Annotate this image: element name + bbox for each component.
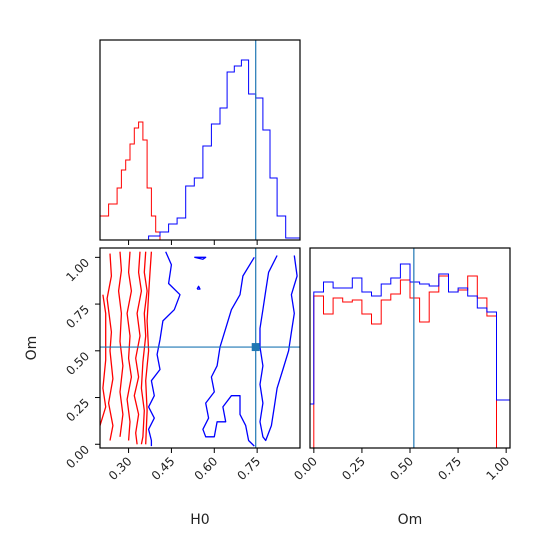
om-hist-series-b [309,263,511,448]
joint-contour-series-a [106,253,114,441]
joint-x-tick-label: 0.75 [234,454,263,483]
joint-x-tick-label: 0.45 [149,454,178,483]
om-x-tick-label: 0.25 [339,454,368,483]
joint-y-axis-label: Om [24,336,40,361]
joint-contour-series-b [259,255,298,442]
joint-x-tick-label: 0.60 [192,454,221,483]
joint-truth-marker [251,343,260,352]
om-x-tick-label: 0.75 [435,454,464,483]
h0-histogram-frame [99,39,301,241]
om-hist-series-a [310,275,510,449]
joint-y-tick-label: 0.75 [63,302,92,331]
joint-contour-series-b [147,251,181,447]
joint-contour-series-a [117,251,124,437]
joint-x-axis-label: H0 [190,512,209,528]
h0-hist-series-b [100,59,301,241]
joint-x-tick-label: 0.30 [106,454,135,483]
om-x-axis-label: Om [398,512,423,528]
h0-histogram-panel [99,39,301,245]
joint-contour-panel: 0.30 0.45 0.60 0.750.000.250.500.751.00 H0 … [24,247,301,528]
joint-contour-series-a [133,251,143,445]
om-histogram-panel: 0.00 0.25 0.50 0.75 1.00 Om [291,247,512,528]
om-x-tick-label: 0.50 [387,454,416,483]
joint-contour-series-b [194,256,207,260]
joint-y-tick-label: 1.00 [63,256,92,285]
om-x-tick-label: 1.00 [483,454,512,483]
joint-contour-series-a [100,294,107,426]
joint-y-tick-label: 0.50 [63,349,92,378]
joint-contour-series-b [196,285,201,290]
joint-contour-series-a [140,251,148,445]
joint-y-tick-label: 0.25 [63,396,92,425]
om-x-tick-label: 0.00 [291,454,320,483]
joint-contour-series-a [145,251,153,445]
joint-contour-series-b [202,256,255,447]
h0-hist-series-a [99,121,300,241]
joint-y-tick-label: 0.00 [63,442,92,471]
joint-contour-series-a [126,251,133,441]
joint-frame [99,247,301,449]
